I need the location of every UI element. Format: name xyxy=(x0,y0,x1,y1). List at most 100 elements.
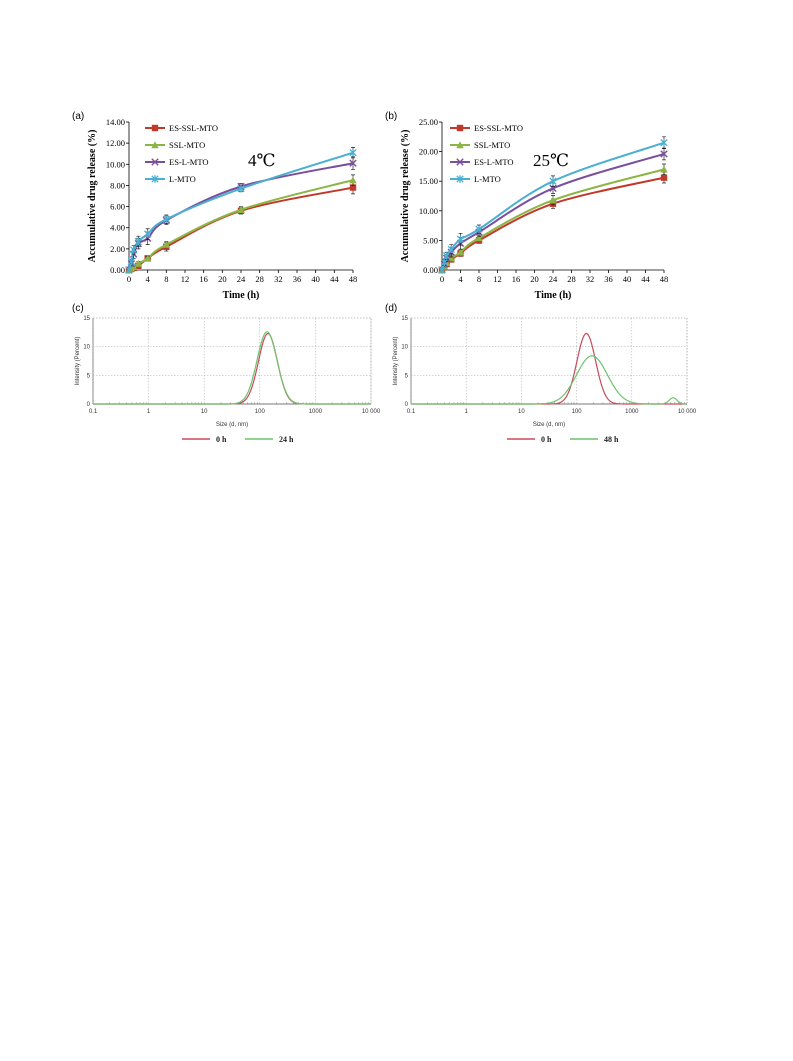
x-tick-label: 48 xyxy=(349,274,358,284)
data-point xyxy=(447,245,455,253)
data-point xyxy=(349,159,357,167)
release-chart-a: (a) 0.00 2.00 4.00 6.00 8.00 10.00 12.00 14.00 0 4… xyxy=(72,111,357,301)
data-point xyxy=(660,174,668,181)
series-ES-L-MTO xyxy=(125,156,357,274)
y-tick-label: 12.00 xyxy=(106,138,125,148)
data-point xyxy=(549,177,557,185)
y-tick-label: 6.00 xyxy=(110,202,125,212)
legend-entry: 0 h xyxy=(541,435,552,444)
x-tick-label: 10 xyxy=(518,409,525,415)
series-curve-24h xyxy=(93,331,371,405)
data-point xyxy=(438,266,446,274)
data-point xyxy=(144,230,152,238)
y-tick-label: 4.00 xyxy=(110,223,125,233)
data-point xyxy=(237,184,245,193)
data-point xyxy=(440,258,448,267)
x-tick-label: 8 xyxy=(477,274,481,284)
y-tick-label: 20.00 xyxy=(419,147,438,157)
y-tick-label: 15.00 xyxy=(419,176,438,186)
y-tick-label: 10.00 xyxy=(419,206,438,216)
y-tick-label: 8.00 xyxy=(110,180,125,190)
legend-marker xyxy=(151,158,159,166)
y-axis-title: Intensity (Percent) xyxy=(75,337,81,386)
plot-frame xyxy=(410,317,688,405)
x-tick-label: 4 xyxy=(458,274,463,284)
series-L-MTO xyxy=(438,136,668,274)
x-tick-label: 20 xyxy=(218,274,227,284)
x-tick-label: 24 xyxy=(549,274,558,284)
x-tick-label: 100 xyxy=(572,409,583,415)
x-tick-label: 44 xyxy=(330,274,339,284)
x-tick-label: 0.1 xyxy=(89,409,98,415)
legend-entry: L-MTO xyxy=(169,174,196,184)
x-tick-label: 0.1 xyxy=(407,409,416,415)
data-point xyxy=(134,259,143,267)
x-tick-label: 4 xyxy=(146,274,151,284)
temperature-annotation: 4℃ xyxy=(248,151,276,170)
data-point xyxy=(456,248,465,256)
x-tick-label: 12 xyxy=(181,274,190,284)
legend-entry: ES-L-MTO xyxy=(474,157,514,167)
data-point xyxy=(475,234,483,242)
series-line xyxy=(441,153,665,271)
x-tick-label: 36 xyxy=(293,274,302,284)
y-tick-label: 0 xyxy=(405,402,409,408)
series-line xyxy=(128,186,354,271)
data-point xyxy=(127,257,135,266)
x-tick-label: 1000 xyxy=(309,409,323,415)
data-point xyxy=(549,196,557,204)
legend-entry: ES-SSL-MTO xyxy=(474,123,523,133)
data-point xyxy=(660,150,668,158)
legend-entry: 24 h xyxy=(279,435,294,444)
data-point xyxy=(143,254,152,262)
data-point xyxy=(456,235,465,243)
legend-marker xyxy=(456,158,464,166)
x-axis-title: Size (d, nm) xyxy=(216,422,248,428)
legend-entry: L-MTO xyxy=(474,174,501,184)
panel-label: (d) xyxy=(385,303,397,314)
x-tick-label: 36 xyxy=(604,274,613,284)
x-tick-label: 28 xyxy=(567,274,576,284)
series-curve-0h xyxy=(93,332,371,405)
x-axis-title: Size (d, nm) xyxy=(533,422,565,428)
x-tick-label: 16 xyxy=(199,274,208,284)
x-tick-label: 40 xyxy=(311,274,320,284)
x-tick-label: 8 xyxy=(164,274,168,284)
data-point xyxy=(660,165,668,173)
panel-label: (a) xyxy=(72,111,84,122)
x-tick-label: 1000 xyxy=(625,409,639,415)
y-tick-label: 10 xyxy=(83,345,90,351)
x-tick-label: 44 xyxy=(641,274,650,284)
legend-marker xyxy=(456,175,464,183)
legend-marker xyxy=(456,141,464,149)
legend-marker xyxy=(151,175,159,183)
series-curve-0h xyxy=(411,332,687,405)
y-tick-label: 25.00 xyxy=(419,117,438,127)
x-tick-label: 0 xyxy=(127,274,131,284)
data-point xyxy=(162,240,171,248)
x-tick-label: 100 xyxy=(255,409,266,415)
data-point xyxy=(349,176,357,184)
y-tick-label: 2.00 xyxy=(110,244,125,254)
y-axis-title: Accumulative drug release (%) xyxy=(400,130,411,263)
legend-entry: ES-SSL-MTO xyxy=(169,123,218,133)
x-tick-label: 16 xyxy=(512,274,521,284)
y-tick-label: 10 xyxy=(401,345,408,351)
x-tick-label: 32 xyxy=(274,274,283,284)
x-tick-label: 12 xyxy=(493,274,502,284)
series-curve-48h xyxy=(411,355,688,405)
series-L-MTO xyxy=(125,147,357,274)
y-tick-label: 5 xyxy=(405,373,409,379)
data-point xyxy=(349,184,357,191)
x-tick-label: 20 xyxy=(530,274,539,284)
x-tick-label: 10 000 xyxy=(362,409,381,415)
legend-entry: 48 h xyxy=(604,435,619,444)
data-point xyxy=(125,266,133,274)
data-point xyxy=(237,206,245,213)
x-tick-label: 0 xyxy=(440,274,444,284)
x-tick-label: 28 xyxy=(255,274,264,284)
data-point xyxy=(134,237,142,246)
data-point xyxy=(447,254,455,262)
